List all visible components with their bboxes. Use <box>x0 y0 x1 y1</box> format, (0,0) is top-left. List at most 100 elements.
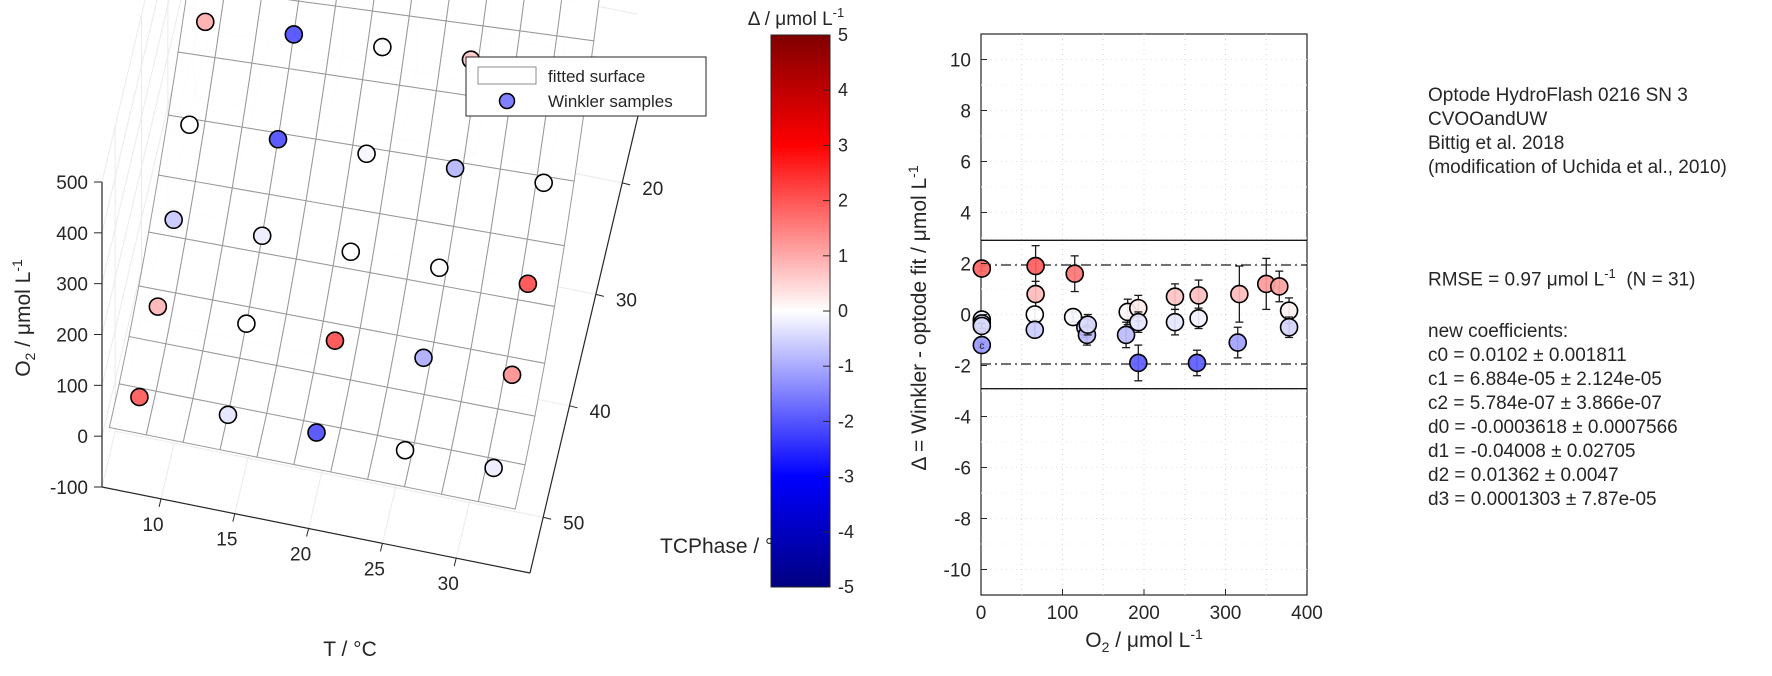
winkler-sample-point <box>534 173 553 193</box>
tcphase-tick-label: 30 <box>616 290 637 311</box>
residual-point <box>1189 286 1208 305</box>
residual-x-label-main: O <box>1085 629 1101 652</box>
residual-y-tick-label: 8 <box>960 102 971 123</box>
colorbar-tick-label: 5 <box>838 25 848 45</box>
residual-point <box>1025 320 1045 340</box>
colorbar-tick-label: 4 <box>838 80 848 100</box>
residual-x-tick-label: 300 <box>1210 603 1242 624</box>
tcphase-tick-mark <box>622 182 631 186</box>
z-gridline <box>101 0 182 335</box>
colorbar-tick-label: -1 <box>838 356 854 376</box>
winkler-sample-point <box>164 210 183 230</box>
colorbar-label: Δ / μmol L-1 <box>748 5 844 30</box>
oxygen-tick-label: 100 <box>56 376 88 397</box>
calibration-info: Optode HydroFlash 0216 SN 3 CVOOandUW Bi… <box>1428 84 1727 180</box>
residual-y-tick-label: 2 <box>960 255 971 276</box>
legend-sample-label: Winkler samples <box>548 92 673 111</box>
winkler-sample-point <box>195 12 215 32</box>
residual-point <box>1228 333 1248 352</box>
residual-x-label-rest: / μmol L <box>1109 629 1190 652</box>
legend-surface-swatch <box>477 66 537 85</box>
residual-x-tick-label: 400 <box>1291 603 1323 624</box>
coefficient-c1: c1 = 6.884e-05 ± 2.124e-05 <box>1428 369 1662 390</box>
rmse-count: (N = 31) <box>1626 269 1696 291</box>
legend-surface-label: fitted surface <box>548 67 645 86</box>
tcphase-tick-mark <box>569 405 578 409</box>
tcphase-tick-label: 20 <box>642 179 663 200</box>
residual-y-tick-labels: -10 -8 -6 -4 -2 0 2 4 6 8 10 <box>944 51 987 582</box>
colorbar-tick-label: 0 <box>838 301 848 321</box>
colorbar-label-main: Δ / μmol L <box>748 9 833 30</box>
temperature-tick-label: 15 <box>216 530 237 551</box>
residual-point <box>1165 287 1185 306</box>
colorbar-gradient <box>770 34 831 588</box>
residual-point <box>1116 325 1136 345</box>
colorbar-label-sup: -1 <box>833 5 845 20</box>
colorbar-tick-label: -3 <box>838 467 854 487</box>
residual-y-axis-label: Δ = Winkler - optode fit / μmol L-1 <box>905 165 931 470</box>
temperature-tick-mark <box>232 513 236 522</box>
temperature-tick-labels: 10 15 20 25 30 <box>142 498 459 595</box>
oxygen-axis-label-rest: / μmol L <box>12 272 35 353</box>
residual-point <box>1189 309 1208 328</box>
residual-x-tick-label: 100 <box>1047 603 1079 624</box>
colorbar-tick-label: 2 <box>838 191 848 211</box>
winkler-sample-points <box>130 12 569 478</box>
residual-point <box>972 259 992 278</box>
coefficient-block: new coefficients: c0 = 0.0102 ± 0.001811… <box>1428 320 1678 512</box>
residual-y-label-main: Δ = Winkler - optode fit / μmol L <box>908 178 931 471</box>
oxygen-tick-label: 300 <box>56 275 88 296</box>
oxygen-tick-label: 500 <box>56 173 88 194</box>
tcphase-tick-mark <box>595 293 604 297</box>
z-gridline <box>101 0 146 183</box>
rmse-value: RMSE = 0.97 μmol L <box>1428 269 1605 291</box>
temperature-tick-label: 20 <box>290 545 311 566</box>
winkler-sample-point <box>218 405 238 425</box>
residual-x-axis-label: O2 / μmol L-1 <box>1085 626 1203 655</box>
residual-point <box>1128 312 1148 332</box>
surface-plot-3d: 10 15 20 25 30 20 30 40 50 -100 0 100 200 300 400 500… <box>9 0 773 661</box>
winkler-sample-point <box>430 258 449 278</box>
winkler-sample-point <box>325 331 345 351</box>
colorbar-ticks: 5 4 3 2 1 0 -1 -2 -3 -4 -5 <box>823 25 854 597</box>
coefficient-c2: c2 = 5.784e-07 ± 3.866e-07 <box>1428 393 1662 414</box>
tcphase-tick-mark <box>543 516 552 520</box>
coefficient-d3: d3 = 0.0001303 ± 7.87e-05 <box>1428 489 1657 510</box>
residual-point-marker: c <box>979 341 984 352</box>
info-line-reference: Bittig et al. 2018 <box>1428 133 1565 154</box>
residual-point <box>1128 353 1148 373</box>
fitted-surface <box>108 0 600 510</box>
rmse-line: RMSE = 0.97 μmol L-1 (N = 31) <box>1428 262 1696 292</box>
temperature-tick-mark <box>453 558 457 567</box>
residual-point <box>1065 264 1085 284</box>
rmse-unit-exponent: -1 <box>1604 266 1616 281</box>
winkler-sample-point <box>284 25 304 44</box>
residual-point <box>1279 317 1299 337</box>
rmse-spacer <box>1616 269 1627 290</box>
temperature-tick-label: 25 <box>364 559 385 580</box>
winkler-sample-point <box>130 387 149 407</box>
winkler-sample-point <box>414 348 433 368</box>
winkler-sample-point <box>180 115 199 135</box>
coefficient-d0: d0 = -0.0003618 ± 0.0007566 <box>1428 417 1678 438</box>
residual-y-label-sup: -1 <box>905 165 921 178</box>
y-gridline <box>114 126 544 518</box>
residual-x-tick-labels: 0 100 200 300 400 <box>976 589 1323 624</box>
temperature-tick-mark <box>379 543 383 552</box>
residual-y-tick-label: -2 <box>954 357 971 378</box>
tcphase-axis-label: TCPhase / ° <box>660 535 773 558</box>
oxygen-axis-label: O2 / μmol L-1 <box>9 259 38 377</box>
winkler-sample-point <box>373 37 392 57</box>
winkler-sample-point <box>237 314 256 333</box>
residual-points: ic <box>972 244 1299 382</box>
oxygen-axis-label-main: O <box>12 360 35 376</box>
colorbar-tick-label: 1 <box>838 246 848 266</box>
temperature-axis-label: T / °C <box>323 638 377 661</box>
residual-point <box>1026 256 1045 276</box>
winkler-sample-point <box>307 423 326 442</box>
z-gridline <box>101 0 170 284</box>
winkler-sample-point <box>268 129 288 149</box>
colorbar-tick-label: -4 <box>838 522 854 542</box>
